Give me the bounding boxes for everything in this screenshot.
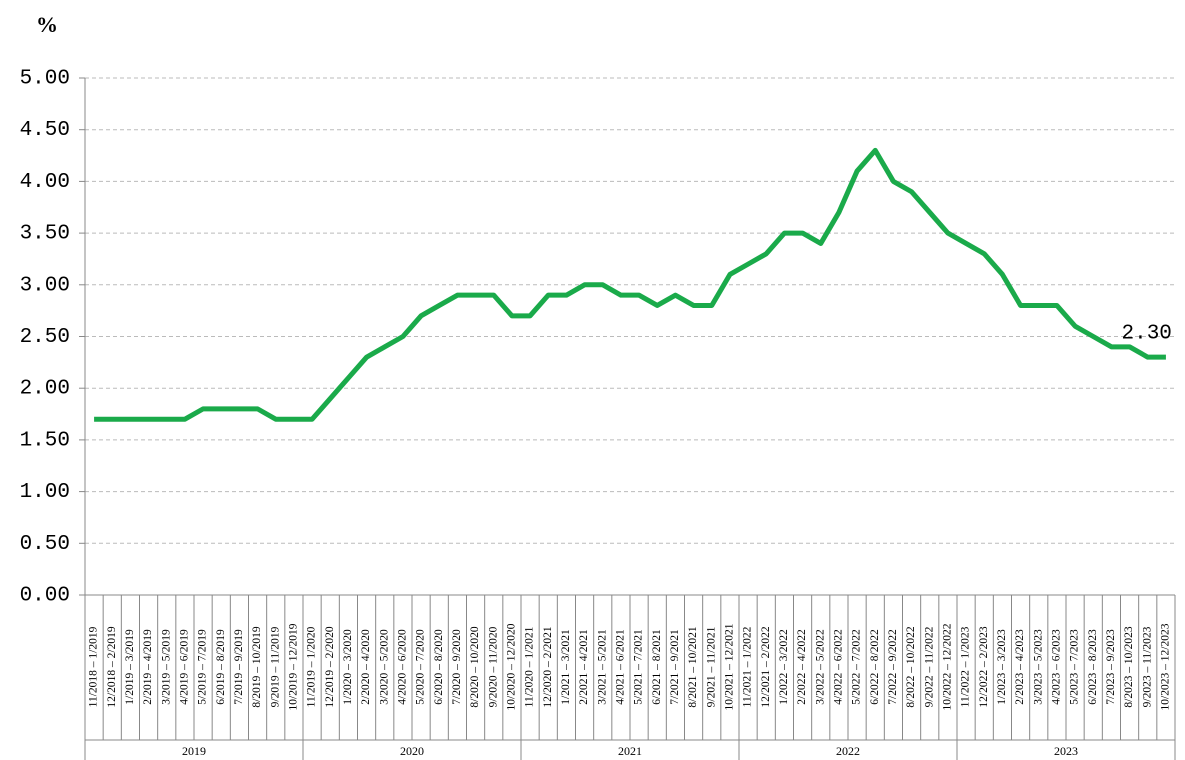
x-tick-label: 9/2021 – 11/2021 [705, 626, 717, 707]
x-tick-label: 4/2020 – 6/2020 [397, 629, 409, 705]
y-tick-label: 5.00 [20, 68, 70, 91]
x-tick-label: 7/2022 – 9/2022 [887, 629, 899, 705]
x-tick-label: 12/2020 – 2/2021 [542, 626, 554, 707]
x-tick-label: 5/2021 – 7/2021 [633, 629, 645, 705]
x-tick-label: 3/2023 – 5/2023 [1032, 629, 1044, 705]
x-tick-label: 2/2023 – 4/2023 [1014, 629, 1026, 705]
x-tick-label: 4/2023 – 6/2023 [1051, 629, 1063, 705]
x-tick-label: 3/2021 – 5/2021 [596, 629, 608, 705]
x-tick-label: 4/2021 – 6/2021 [615, 629, 627, 705]
x-tick-label: 9/2022 – 11/2022 [923, 626, 935, 707]
y-tick-label: 0.00 [20, 585, 70, 608]
x-tick-label: 9/2019 – 11/2019 [269, 626, 281, 707]
x-tick-label: 10/2020 – 12/2020 [506, 623, 518, 710]
x-tick-label: 12/2021 – 2/2022 [760, 626, 772, 707]
line [94, 147, 1166, 422]
x-tick-label: 3/2022 – 5/2022 [814, 629, 826, 705]
x-tick-label: 1/2022 – 3/2022 [778, 629, 790, 705]
x-tick-label: 1/2021 – 3/2021 [560, 629, 572, 705]
x-tick-label: 11/2022 – 1/2023 [960, 626, 972, 707]
x-tick-label: 8/2021 – 10/2021 [687, 626, 699, 707]
x-tick-label: 3/2019 – 5/2019 [160, 629, 172, 705]
x-tick-label: 8/2023 – 10/2023 [1123, 626, 1135, 707]
x-tick-label: 2/2021 – 4/2021 [578, 629, 590, 705]
x-tick-label: 10/2019 – 12/2019 [288, 623, 300, 710]
y-unit: % [36, 12, 58, 37]
x-tick-label: 10/2021 – 12/2021 [724, 623, 736, 710]
x-tick-label: 11/2021 – 1/2022 [742, 626, 754, 707]
group-label: 2020 [400, 744, 424, 758]
y-tick-label: 3.50 [20, 223, 70, 246]
group-label: 2019 [182, 744, 206, 758]
group-label: 2022 [836, 744, 860, 758]
x-tick-label: 1/2019 – 3/2019 [124, 629, 136, 705]
x-tick-label: 2/2019 – 4/2019 [142, 629, 154, 705]
x-tick-label: 3/2020 – 5/2020 [378, 629, 390, 705]
x-tick-label: 6/2020 – 8/2020 [433, 629, 445, 705]
group-label: 2021 [618, 744, 642, 758]
group-label: 2023 [1054, 744, 1078, 758]
x-tick-label: 6/2019 – 8/2019 [215, 629, 227, 705]
x-tick-label: 2/2020 – 4/2020 [360, 629, 372, 705]
y-tick-label: 2.00 [20, 378, 70, 401]
x-tick-label: 12/2022 – 2/2023 [978, 626, 990, 707]
x-tick-label: 7/2020 – 9/2020 [451, 629, 463, 705]
x-tick-label: 12/2019 – 2/2020 [324, 626, 336, 707]
x-tick-label: 6/2021 – 8/2021 [651, 629, 663, 705]
y-tick-label: 4.00 [20, 171, 70, 194]
x-tick-label: 10/2022 – 12/2022 [942, 623, 954, 710]
y-tick-label: 1.50 [20, 429, 70, 452]
x-tick-label: 7/2019 – 9/2019 [233, 629, 245, 705]
x-tick-label: 5/2022 – 7/2022 [851, 629, 863, 705]
x-tick-label: 7/2021 – 9/2021 [669, 629, 681, 705]
x-tick-label: 7/2023 – 9/2023 [1105, 629, 1117, 705]
x-tick-label: 5/2019 – 7/2019 [197, 629, 209, 705]
y-tick-label: 4.50 [20, 119, 70, 142]
x-tick-label: 5/2023 – 7/2023 [1069, 629, 1081, 705]
x-tick-label: 6/2023 – 8/2023 [1087, 629, 1099, 705]
x-tick-label: 11/2020 – 1/2021 [524, 626, 536, 707]
x-tick-label: 8/2020 – 10/2020 [469, 626, 481, 707]
x-tick-label: 4/2019 – 6/2019 [179, 629, 191, 705]
x-tick-label: 9/2020 – 11/2020 [487, 626, 499, 707]
x-tick-label: 5/2020 – 7/2020 [415, 629, 427, 705]
x-tick-label: 11/2018 – 1/2019 [88, 626, 100, 707]
data-label: 2.30 [1121, 323, 1171, 346]
x-tick-label: 4/2022 – 6/2022 [833, 629, 845, 705]
x-tick-label: 2/2022 – 4/2022 [796, 629, 808, 705]
x-tick-label: 8/2022 – 10/2022 [905, 626, 917, 707]
x-tick-label: 1/2023 – 3/2023 [996, 629, 1008, 705]
x-tick-label: 8/2019 – 10/2019 [251, 626, 263, 707]
x-tick-label: 12/2018 – 2/2019 [106, 626, 118, 707]
x-tick-label: 6/2022 – 8/2022 [869, 629, 881, 705]
x-tick-label: 10/2023 – 12/2023 [1160, 623, 1172, 710]
y-tick-label: 2.50 [20, 326, 70, 349]
y-tick-label: 1.00 [20, 481, 70, 504]
x-tick-label: 1/2020 – 3/2020 [342, 629, 354, 705]
x-tick-label: 11/2019 – 1/2020 [306, 626, 318, 707]
y-tick-label: 0.50 [20, 533, 70, 556]
y-tick-label: 3.00 [20, 274, 70, 297]
x-tick-label: 9/2023 – 11/2023 [1141, 626, 1153, 707]
